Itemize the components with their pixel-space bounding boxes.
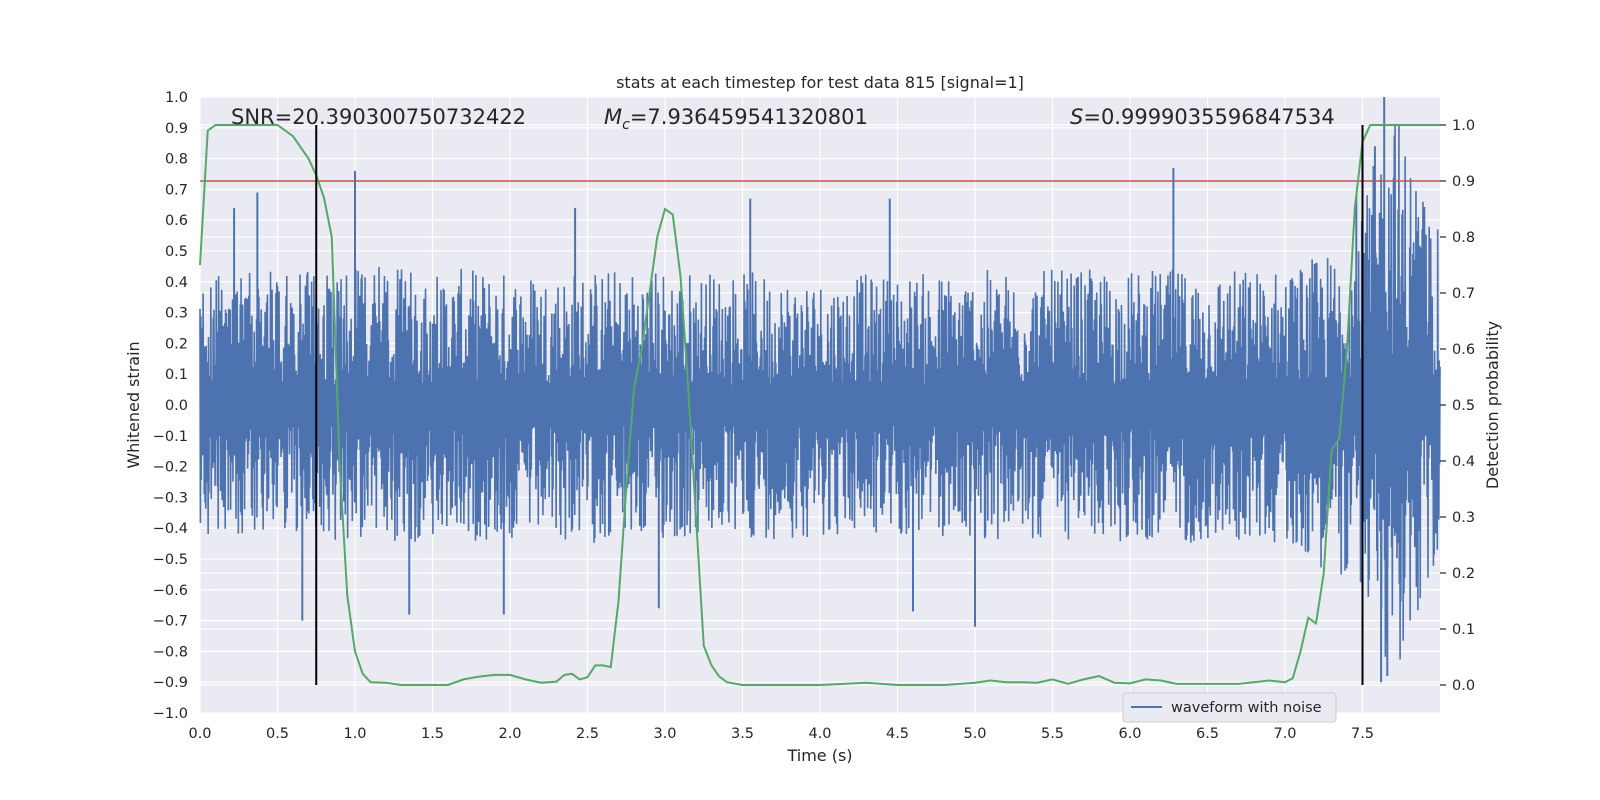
legend-box bbox=[1122, 692, 1337, 723]
probability-line bbox=[199, 124, 1440, 686]
y2-tick-label: 0.3 bbox=[1452, 510, 1475, 526]
probability-series bbox=[199, 124, 1440, 686]
legend-label: waveform with noise bbox=[1171, 700, 1322, 716]
y-tick-label: −0.1 bbox=[153, 429, 188, 445]
y2-tick-label: 1.0 bbox=[1452, 118, 1475, 134]
snr-annotation: SNR=20.390300750732422 bbox=[231, 105, 526, 129]
x-axis-ticks: 0.0 0.5 1.0 1.5 2.0 2.5 3.0 3.5 4.0 4.5 5.0 5.5 6.0 6… bbox=[188, 726, 1374, 742]
x-tick-label: 1.5 bbox=[421, 726, 444, 742]
y-tick-label: −0.3 bbox=[153, 490, 188, 506]
y-tick-label: −0.4 bbox=[153, 521, 188, 537]
x-tick-label: 4.0 bbox=[808, 726, 831, 742]
mc-annotation: Mc=7.936459541320801 bbox=[604, 105, 868, 133]
y2-tick-label: 0.2 bbox=[1452, 566, 1475, 582]
y-tick-label: 0.4 bbox=[165, 275, 188, 291]
y-axis-label: Whitened strain bbox=[124, 341, 143, 468]
x-tick-label: 2.0 bbox=[498, 726, 521, 742]
waveform-line bbox=[199, 123, 1441, 660]
y2-tick-label: 0.6 bbox=[1452, 342, 1475, 358]
y2-axis-label: Detection probability bbox=[1483, 321, 1502, 489]
y-tick-label: 0.7 bbox=[165, 182, 188, 198]
y-tick-label: −0.9 bbox=[153, 675, 188, 691]
mc-value: =7.936459541320801 bbox=[630, 105, 868, 129]
x-tick-label: 0.0 bbox=[188, 726, 211, 742]
y2-tick-label: 0.7 bbox=[1452, 286, 1475, 302]
y-tick-label: 0.2 bbox=[165, 336, 188, 352]
y2-tick-label: 0.1 bbox=[1452, 622, 1475, 638]
vertical-markers bbox=[315, 125, 1364, 685]
y-tick-label: 0.5 bbox=[165, 244, 188, 260]
x-tick-label: 5.0 bbox=[963, 726, 986, 742]
y2-tick-label: 0.5 bbox=[1452, 398, 1475, 414]
y-tick-label: −0.6 bbox=[153, 583, 188, 599]
chart-title: stats at each timestep for test data 815… bbox=[616, 73, 1024, 92]
y-tick-label: −0.5 bbox=[153, 552, 188, 568]
x-axis-label: Time (s) bbox=[786, 746, 852, 765]
y-tick-label: 0.3 bbox=[165, 306, 188, 322]
x-tick-label: 5.5 bbox=[1041, 726, 1064, 742]
x-tick-label: 4.5 bbox=[886, 726, 909, 742]
mc-subscript: c bbox=[622, 117, 630, 133]
y-tick-label: 0.6 bbox=[165, 213, 188, 229]
y2-tick-label: 0.4 bbox=[1452, 454, 1475, 470]
waveform-series bbox=[199, 97, 1441, 683]
x-tick-label: 6.5 bbox=[1196, 726, 1219, 742]
x-tick-label: 2.5 bbox=[576, 726, 599, 742]
y2-tick-label: 0.8 bbox=[1452, 230, 1475, 246]
s-value: =0.9999035596847534 bbox=[1083, 105, 1334, 129]
y2-tick-label: 0.9 bbox=[1452, 174, 1475, 190]
mc-symbol: M bbox=[604, 105, 622, 129]
x-tick-label: 6.0 bbox=[1118, 726, 1141, 742]
x-tick-label: 3.5 bbox=[731, 726, 754, 742]
s-annotation: S=0.9999035596847534 bbox=[1070, 105, 1335, 129]
x-tick-label: 0.5 bbox=[266, 726, 289, 742]
y-tick-label: 0.0 bbox=[165, 398, 188, 414]
x-tick-label: 7.0 bbox=[1273, 726, 1296, 742]
s-symbol: S bbox=[1070, 105, 1083, 129]
y-tick-label: 1.0 bbox=[165, 90, 188, 106]
y2-axis-ticks: 0.0 0.1 0.2 0.3 0.4 0.5 0.6 0.7 0.8 0.9 1.0 bbox=[1440, 118, 1475, 694]
y-tick-label: 0.8 bbox=[165, 152, 188, 168]
x-tick-label: 1.0 bbox=[343, 726, 366, 742]
y-tick-label: −0.8 bbox=[153, 644, 188, 660]
y-tick-label: 0.9 bbox=[165, 121, 188, 137]
x-tick-label: 3.0 bbox=[653, 726, 676, 742]
y-tick-label: −1.0 bbox=[153, 706, 188, 722]
y-tick-label: 0.1 bbox=[165, 367, 188, 383]
y2-tick-label: 0.0 bbox=[1452, 678, 1475, 694]
y-tick-label: −0.2 bbox=[153, 460, 188, 476]
legend: waveform with noise bbox=[1122, 692, 1337, 723]
y-axis-ticks: −1.0 −0.9 −0.8 −0.7 −0.6 −0.5 −0.4 −0.3 −0.2 −0.1… bbox=[153, 90, 188, 722]
y-tick-label: −0.7 bbox=[153, 614, 188, 630]
x-tick-label: 7.5 bbox=[1351, 726, 1374, 742]
